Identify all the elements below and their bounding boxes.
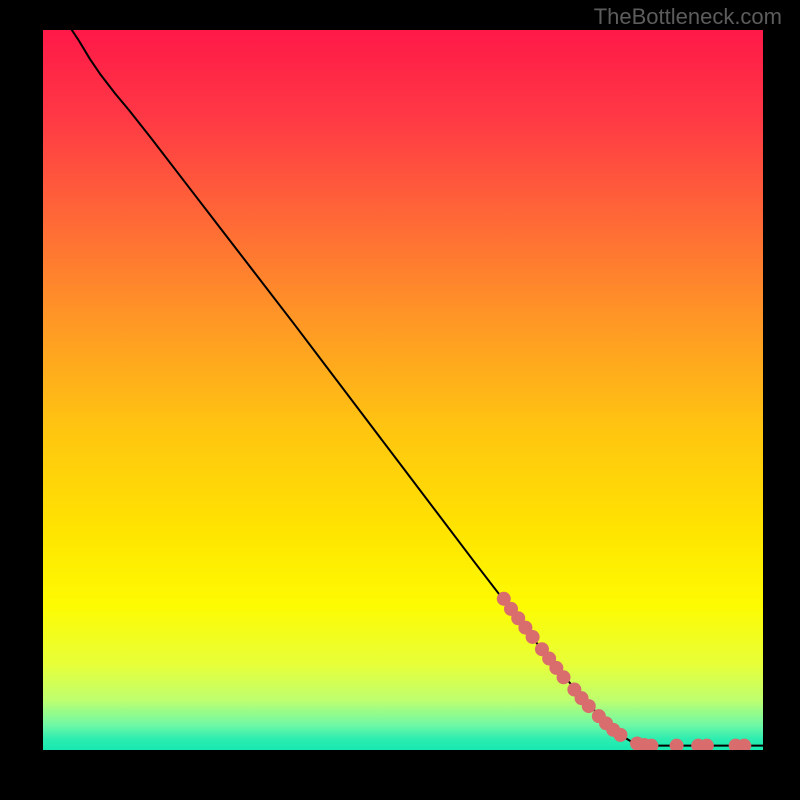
- data-marker: [582, 699, 596, 713]
- data-marker: [526, 630, 540, 644]
- data-marker: [557, 670, 571, 684]
- chart-frame: TheBottleneck.com: [0, 0, 800, 800]
- watermark-text: TheBottleneck.com: [594, 4, 782, 30]
- data-marker: [613, 728, 627, 742]
- chart-svg: [43, 30, 763, 750]
- plot-area: [43, 30, 763, 750]
